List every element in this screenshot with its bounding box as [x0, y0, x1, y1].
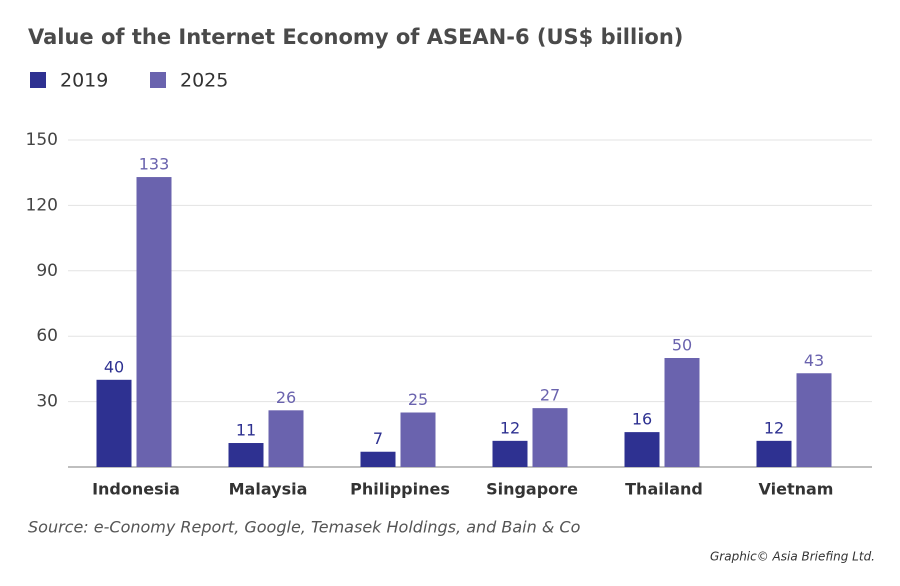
credit: Graphic© Asia Briefing Ltd.: [710, 550, 875, 564]
x-tick-label: Vietnam: [759, 480, 834, 499]
data-label: 16: [632, 410, 652, 429]
bar: [624, 432, 660, 467]
bar: [360, 451, 396, 467]
source-note: Source: e-Conomy Report, Google, Temasek…: [28, 518, 581, 537]
bar: [228, 443, 264, 467]
bar: [136, 177, 172, 467]
y-tick-label: 60: [36, 326, 58, 346]
bar: [532, 408, 568, 467]
bar: [96, 379, 132, 467]
x-tick-label: Thailand: [625, 480, 703, 499]
data-label: 12: [764, 418, 784, 437]
bar: [664, 358, 700, 467]
x-tick-label: Singapore: [486, 480, 578, 499]
chart-title: Value of the Internet Economy of ASEAN-6…: [28, 25, 683, 49]
data-label: 26: [276, 388, 296, 407]
bar: [796, 373, 832, 467]
y-tick-label: 120: [26, 195, 58, 215]
legend-label: 2025: [180, 70, 228, 92]
data-label: 25: [408, 390, 428, 409]
y-tick-label: 150: [26, 130, 58, 150]
legend-swatch: [30, 72, 46, 88]
data-label: 12: [500, 418, 520, 437]
data-label: 27: [540, 386, 560, 405]
data-label: 11: [236, 421, 256, 440]
data-label: 40: [104, 357, 124, 376]
y-tick-label: 90: [36, 261, 58, 281]
data-label: 50: [672, 336, 692, 355]
x-tick-label: Malaysia: [229, 480, 308, 499]
x-tick-label: Philippines: [350, 480, 450, 499]
bar: [492, 440, 528, 467]
y-tick-label: 30: [36, 392, 58, 412]
bar: [268, 410, 304, 467]
legend-swatch: [150, 72, 166, 88]
x-tick-label: Indonesia: [92, 480, 180, 499]
bar: [756, 440, 792, 467]
bar: [400, 412, 436, 467]
data-label: 7: [373, 429, 383, 448]
data-label: 133: [139, 155, 170, 174]
legend-label: 2019: [60, 70, 108, 92]
data-label: 43: [804, 351, 824, 370]
